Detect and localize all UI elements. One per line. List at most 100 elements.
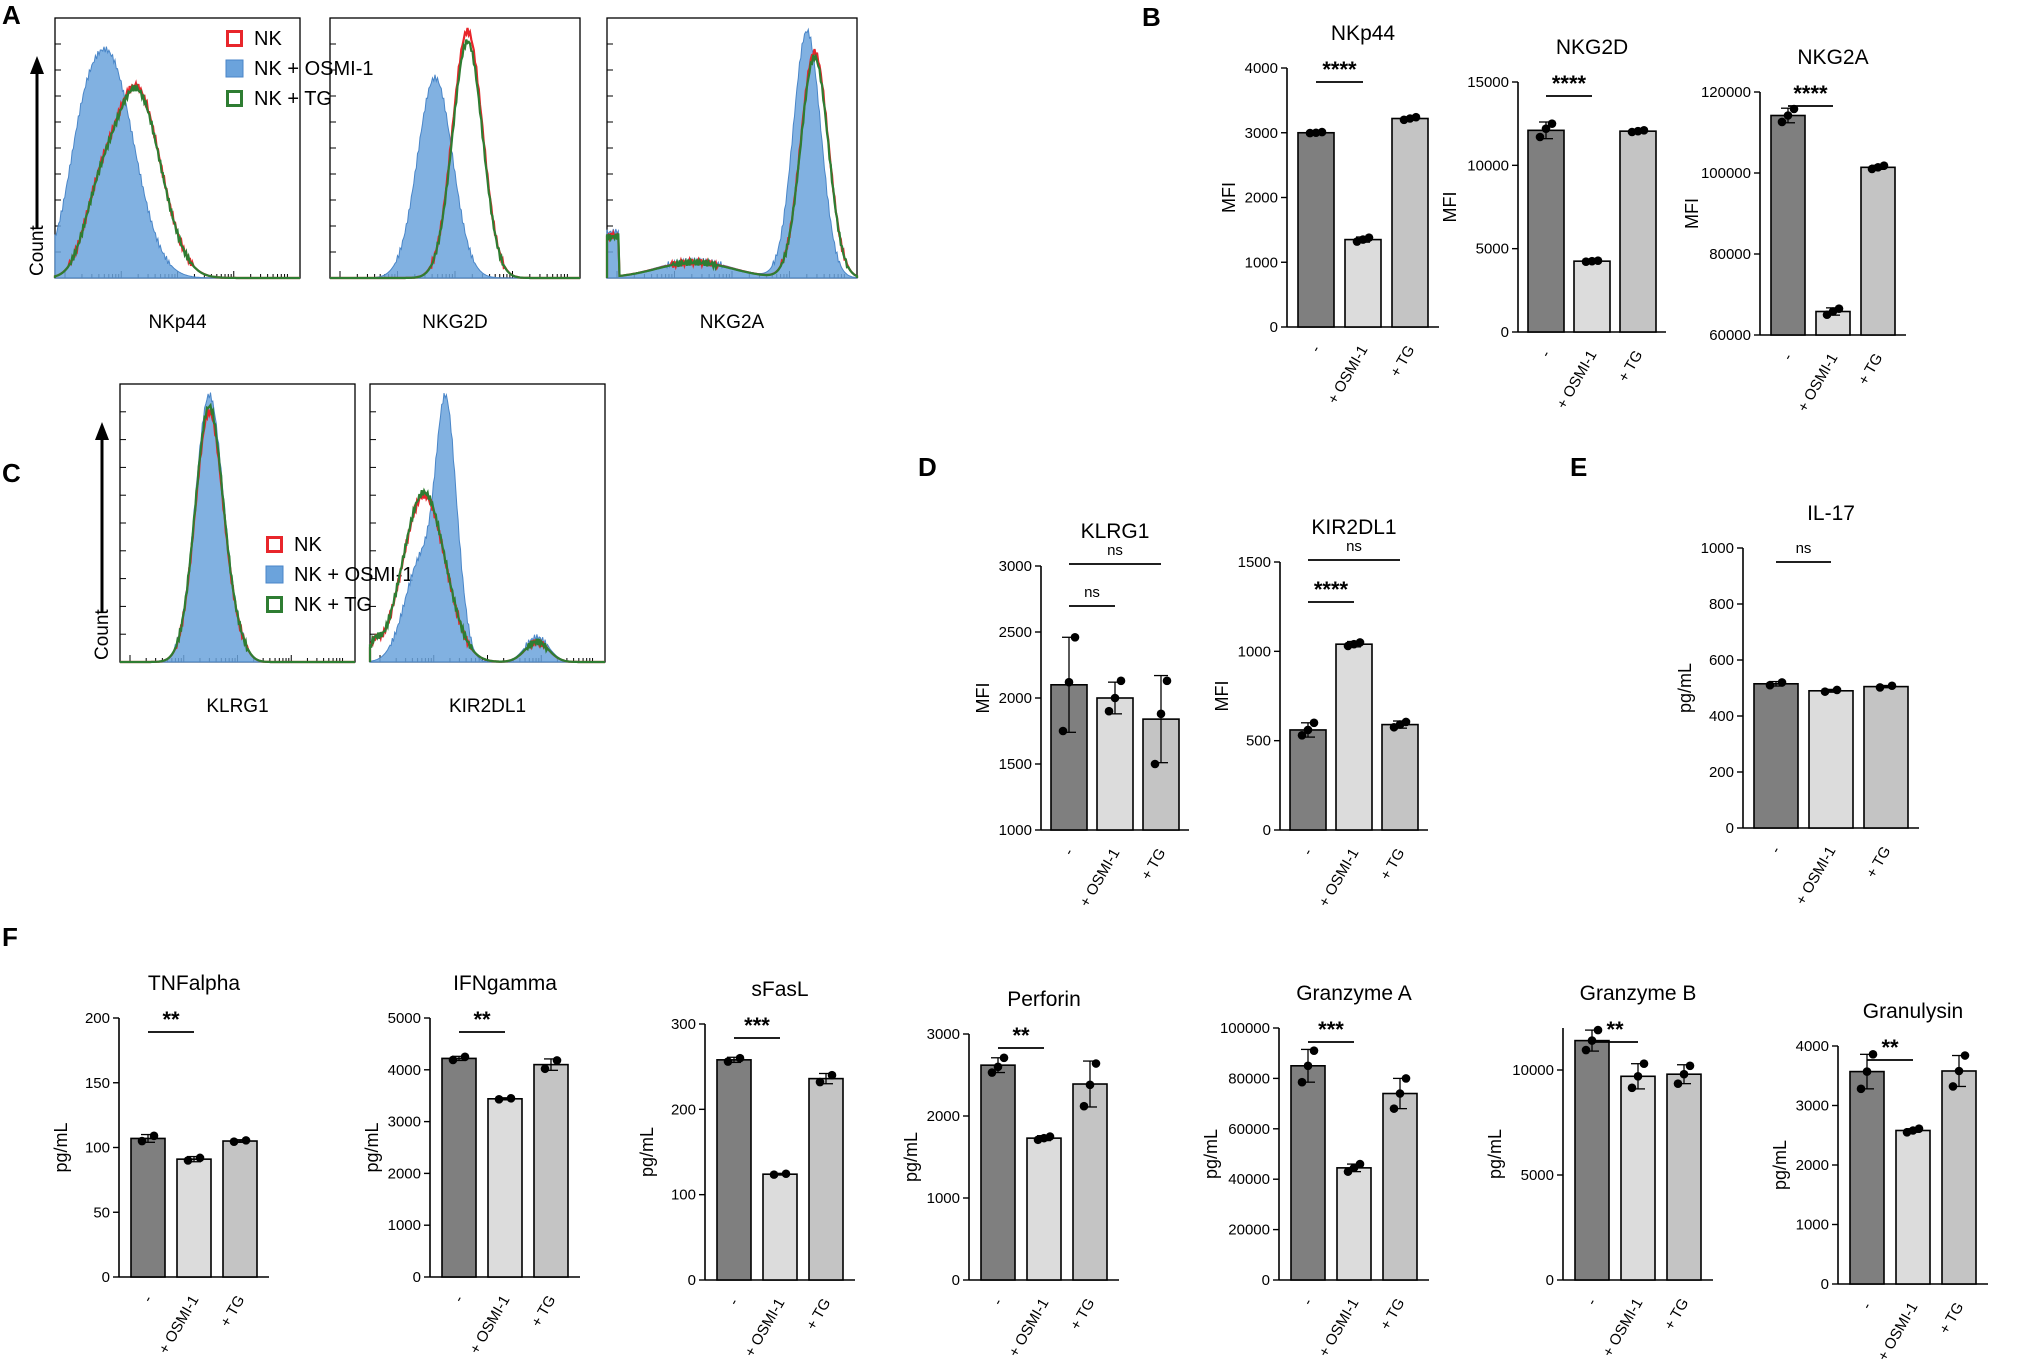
y-axis-label: pg/mL <box>1201 1129 1221 1179</box>
category-label: + OSMI-1 <box>1005 1296 1052 1360</box>
bar-0 <box>1574 1039 1610 1281</box>
histogram-c2: KIR2DL1 <box>368 383 606 717</box>
data-point <box>1783 111 1793 120</box>
chart-title: IFNgamma <box>453 972 557 995</box>
bar-chart-f5: 0 20000 40000 60000 80000 100000 pg/mL Granzyme… <box>1201 982 1429 1360</box>
histogram-x-label: NKp44 <box>148 312 207 333</box>
data-point <box>1162 676 1172 686</box>
y-tick-label: 4000 <box>1796 1038 1829 1055</box>
chart-title: Perforin <box>1007 988 1081 1011</box>
y-tick-label: 100 <box>671 1187 696 1204</box>
bar-1 <box>1344 238 1382 328</box>
data-point <box>1541 124 1551 133</box>
data-point <box>1832 685 1842 695</box>
chart-title: IL-17 <box>1807 502 1855 525</box>
y-tick-label: 60000 <box>1709 327 1751 344</box>
y-tick-label: 500 <box>1246 733 1271 750</box>
category-label: + OSMI-1 <box>1599 1296 1646 1360</box>
y-tick-label: 800 <box>1709 596 1734 613</box>
category-label: + TG <box>1377 1296 1408 1334</box>
y-tick-label: 1000 <box>1238 643 1271 660</box>
data-point <box>1156 709 1166 719</box>
data-point <box>993 1062 1003 1072</box>
chart-title: Granzyme B <box>1580 982 1697 1005</box>
chart-title: NKp44 <box>1331 22 1396 45</box>
bar-2 <box>1619 130 1657 333</box>
chart-title: KIR2DL1 <box>1311 516 1396 539</box>
data-point <box>1587 1036 1597 1045</box>
y-tick-label: 2000 <box>999 690 1032 707</box>
y-tick-label: 10000 <box>1512 1062 1554 1079</box>
category-label: + OSMI-1 <box>1324 343 1371 407</box>
count-arrow-head <box>95 422 109 440</box>
category-label: - <box>989 1296 1006 1309</box>
data-point <box>1593 1025 1603 1035</box>
y-tick-label: 600 <box>1709 652 1734 669</box>
data-point <box>195 1153 205 1163</box>
y-tick-label: 0 <box>1821 1276 1829 1293</box>
y-tick-label: 0 <box>1263 822 1271 839</box>
data-point <box>1364 233 1374 242</box>
data-point <box>460 1052 470 1062</box>
y-tick-label: 1000 <box>388 1217 421 1234</box>
histogram-x-label: NKG2A <box>700 312 765 333</box>
category-label: - <box>1060 846 1077 859</box>
bar-chart-f2: 0 1000 2000 3000 4000 5000 pg/mL IFNgamma -+ OSM… <box>362 972 580 1357</box>
data-point <box>552 1056 562 1065</box>
data-point <box>1401 1074 1411 1083</box>
data-point <box>183 1156 193 1165</box>
bar-0 <box>130 1137 166 1278</box>
data-point <box>987 1068 997 1077</box>
y-tick-label: 100 <box>85 1140 110 1157</box>
significance-label: ns <box>1796 540 1812 557</box>
bar-0 <box>1289 729 1327 831</box>
significance-label: *** <box>744 1013 770 1038</box>
data-point <box>241 1136 251 1145</box>
bar-chart-f4: 0 1000 2000 3000 pg/mL Perforin -+ OSMI-1 + TG *… <box>901 988 1119 1360</box>
data-point <box>137 1136 147 1146</box>
y-tick-label: 0 <box>952 1272 960 1289</box>
histogram-series-2 <box>53 82 300 280</box>
data-point <box>1887 681 1897 691</box>
y-tick-label: 0 <box>1262 1272 1270 1289</box>
bar-chart-b2: 0 5000 10000 15000 MFI NKG2D -+ OSMI-1 + TG **** <box>1440 36 1666 412</box>
bar-chart-e1: 0 200 400 600 800 1000 pg/mL IL-17 - + OSMI-1 + TG… <box>1675 502 1919 908</box>
charts-layer: NKp44 Count NK NK + OSMI-1 NK + TG NKG2D NKG2A… <box>27 17 1988 1364</box>
significance-label: ns <box>1084 584 1100 601</box>
data-point <box>1355 638 1365 647</box>
count-label: Count <box>27 225 48 276</box>
histogram-series-2 <box>605 53 859 278</box>
data-point <box>1593 256 1603 265</box>
bar-1 <box>176 1158 212 1278</box>
bar-chart-f7: 0 1000 2000 3000 4000 pg/mL Granulysin -+ OSMI-… <box>1770 1000 1988 1364</box>
data-point <box>1116 676 1126 686</box>
category-label: + TG <box>1067 1296 1098 1334</box>
y-tick-label: 3000 <box>1796 1098 1829 1115</box>
y-axis-label: pg/mL <box>901 1132 921 1182</box>
category-label: + TG <box>1855 351 1886 389</box>
data-point <box>999 1053 1009 1063</box>
data-point <box>1110 693 1120 703</box>
y-tick-label: 0 <box>1546 1272 1554 1289</box>
data-point <box>1389 1104 1399 1113</box>
category-label: + TG <box>217 1293 248 1331</box>
significance-label: ** <box>162 1007 180 1032</box>
data-point <box>1058 726 1068 736</box>
data-point <box>1685 1061 1695 1071</box>
y-tick-label: 1500 <box>1238 554 1271 571</box>
bar-2 <box>1381 723 1419 831</box>
y-tick-label: 200 <box>671 1101 696 1118</box>
chart-title: KLRG1 <box>1081 520 1150 543</box>
bar-2 <box>1860 166 1896 336</box>
significance-label: ** <box>1881 1035 1899 1060</box>
significance-label: ** <box>473 1007 491 1032</box>
bar-0 <box>980 1064 1016 1281</box>
y-tick-label: 1000 <box>1796 1217 1829 1234</box>
category-label: - <box>725 1296 742 1309</box>
data-point <box>1960 1051 1970 1060</box>
y-tick-label: 0 <box>1501 324 1509 341</box>
histogram-a3: NKG2A <box>605 17 859 333</box>
significance-label: ** <box>1012 1023 1030 1048</box>
y-tick-label: 200 <box>85 1010 110 1027</box>
y-tick-label: 1000 <box>1701 540 1734 557</box>
